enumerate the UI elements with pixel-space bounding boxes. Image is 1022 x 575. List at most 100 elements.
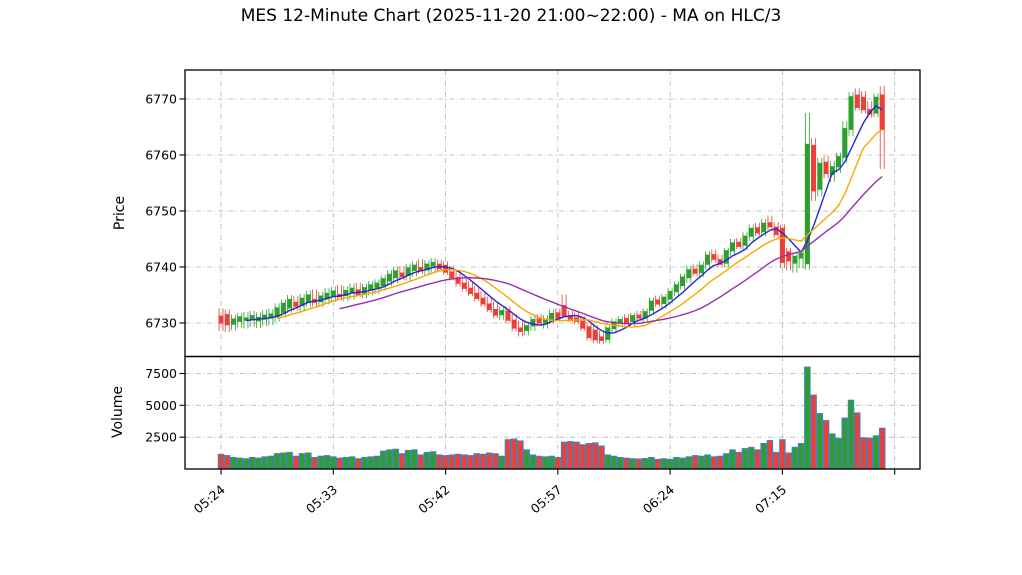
candle-body [580, 320, 586, 329]
volume-bar [573, 441, 580, 470]
volume-bar [454, 453, 462, 470]
volume-bar [592, 442, 599, 470]
volume-bar [635, 458, 643, 470]
candle-body [374, 282, 380, 289]
volume-bar [841, 417, 849, 470]
volume-bar [860, 437, 867, 470]
candle-body [761, 222, 767, 233]
volume-bar [330, 456, 337, 470]
volume-bar [704, 454, 711, 470]
candle-body [655, 299, 661, 305]
volume-bar [822, 420, 830, 470]
candle-body [773, 226, 779, 236]
volume-bar [461, 454, 468, 470]
volume-bar [604, 454, 611, 470]
candle-body [730, 242, 736, 252]
volume-bar [654, 458, 661, 470]
volume-bar [779, 439, 786, 470]
volume-bar [735, 451, 742, 470]
volume-bar [504, 439, 512, 470]
candle-body [673, 284, 679, 293]
candle-body [243, 317, 249, 321]
candle-body [468, 287, 474, 294]
volume-bar [436, 454, 443, 470]
candle-body [842, 128, 848, 158]
candle-body [237, 316, 243, 322]
volume-bar [248, 456, 256, 470]
candle-body [386, 273, 392, 282]
candle-body [368, 284, 374, 291]
volume-bar [492, 453, 499, 470]
ma-line-slow [339, 175, 883, 325]
candle-body [711, 254, 717, 260]
volume-bar [610, 455, 618, 470]
volume-bar [866, 437, 873, 470]
x-tick-label: 05:24 [191, 482, 228, 517]
volume-tick-label: 7500 [145, 366, 177, 381]
candle-body [380, 278, 386, 287]
candle-body [424, 263, 430, 271]
volume-bar [747, 446, 755, 470]
volume-bar [535, 455, 543, 470]
volume-bar [367, 456, 374, 470]
volume-bar [392, 448, 399, 470]
volume-bar [666, 458, 674, 470]
candle-body [561, 305, 567, 317]
volume-bar [679, 457, 686, 470]
candle-body [861, 96, 867, 111]
candle-body [461, 282, 467, 289]
candle-body [648, 300, 654, 311]
candle-body [879, 94, 885, 130]
volume-bar [691, 455, 699, 470]
candle-body [305, 294, 311, 303]
candle-body [530, 319, 536, 327]
volume-bar [286, 451, 293, 470]
candle-body [748, 227, 754, 237]
candle-body [455, 277, 461, 284]
volume-bar [791, 446, 799, 470]
volume-bar [616, 456, 624, 470]
ma-line-mid [276, 128, 883, 328]
volume-bar [685, 456, 693, 470]
volume-tick-label: 2500 [145, 430, 177, 445]
candle-body [736, 241, 742, 247]
volume-bar [629, 458, 636, 470]
volume-bar [280, 452, 287, 470]
candle-body [617, 319, 623, 323]
volume-bar [298, 453, 306, 470]
volume-bar [473, 453, 481, 470]
volume-bar [760, 442, 767, 470]
volume-bar [529, 454, 537, 470]
gridlines [185, 70, 920, 469]
volume-bar [754, 449, 761, 470]
volume-bar [323, 455, 331, 470]
volume-bar [217, 453, 225, 470]
volume-bar [542, 456, 549, 470]
volume-bar [354, 458, 362, 470]
candle-body [792, 255, 798, 264]
candle-body [536, 318, 542, 324]
candle-body [804, 143, 810, 265]
candle-body [280, 302, 286, 313]
candle-body [505, 310, 511, 321]
volume-bar [292, 455, 300, 470]
candle-body [524, 325, 530, 331]
candle-body [599, 336, 605, 341]
candle-body [630, 315, 636, 322]
candle-body [361, 287, 367, 294]
volume-bar [448, 454, 456, 470]
candle-body [349, 287, 355, 294]
price-tick-label: 6760 [145, 148, 177, 163]
candle-body [723, 250, 729, 264]
candle-body [717, 259, 723, 265]
candle-body [698, 264, 704, 274]
volume-bar [311, 456, 318, 470]
volume-bar [467, 455, 474, 470]
volume-bar [411, 449, 418, 470]
volume-bar [485, 452, 493, 470]
volume-bar [417, 454, 424, 470]
volume-bar [317, 455, 325, 470]
candle-body [486, 303, 492, 311]
